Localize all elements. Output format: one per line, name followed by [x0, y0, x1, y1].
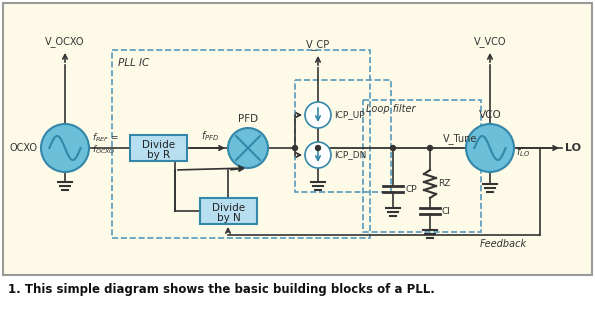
Circle shape [466, 124, 514, 172]
Text: V_CP: V_CP [306, 39, 330, 50]
Text: VCO: VCO [478, 110, 502, 120]
Circle shape [228, 128, 268, 168]
Text: ICP_UP: ICP_UP [334, 110, 365, 119]
Text: $f_{LO}$: $f_{LO}$ [516, 145, 530, 159]
Text: OCXO: OCXO [10, 143, 38, 153]
Text: Feedback: Feedback [480, 239, 527, 249]
Text: LO: LO [565, 143, 581, 153]
Text: PLL IC: PLL IC [118, 58, 149, 68]
Text: V_Tune: V_Tune [443, 133, 477, 144]
Text: $f_{PFD}$: $f_{PFD}$ [201, 129, 219, 143]
FancyBboxPatch shape [130, 135, 187, 161]
Text: $f_{OCXO}$: $f_{OCXO}$ [92, 144, 115, 156]
FancyBboxPatch shape [3, 3, 592, 275]
Circle shape [427, 145, 433, 150]
Text: CI: CI [442, 206, 451, 215]
Text: by R: by R [147, 150, 170, 160]
Text: PFD: PFD [238, 114, 258, 124]
Text: by N: by N [217, 213, 240, 223]
Text: V_OCXO: V_OCXO [45, 36, 84, 47]
Text: Divide: Divide [212, 203, 245, 213]
Circle shape [305, 142, 331, 168]
Circle shape [41, 124, 89, 172]
Circle shape [293, 145, 298, 150]
Text: CP: CP [405, 184, 416, 193]
Text: $f_{REF}$ =: $f_{REF}$ = [92, 132, 119, 144]
Text: Divide: Divide [142, 140, 175, 150]
Text: RZ: RZ [438, 179, 450, 188]
Circle shape [390, 145, 396, 150]
Text: V_VCO: V_VCO [474, 36, 506, 47]
Text: 1. This simple diagram shows the basic building blocks of a PLL.: 1. This simple diagram shows the basic b… [8, 284, 435, 296]
Circle shape [305, 102, 331, 128]
FancyBboxPatch shape [200, 198, 257, 224]
Text: ICP_DN: ICP_DN [334, 150, 367, 160]
Circle shape [315, 145, 321, 150]
Text: Loop filter: Loop filter [366, 104, 415, 114]
